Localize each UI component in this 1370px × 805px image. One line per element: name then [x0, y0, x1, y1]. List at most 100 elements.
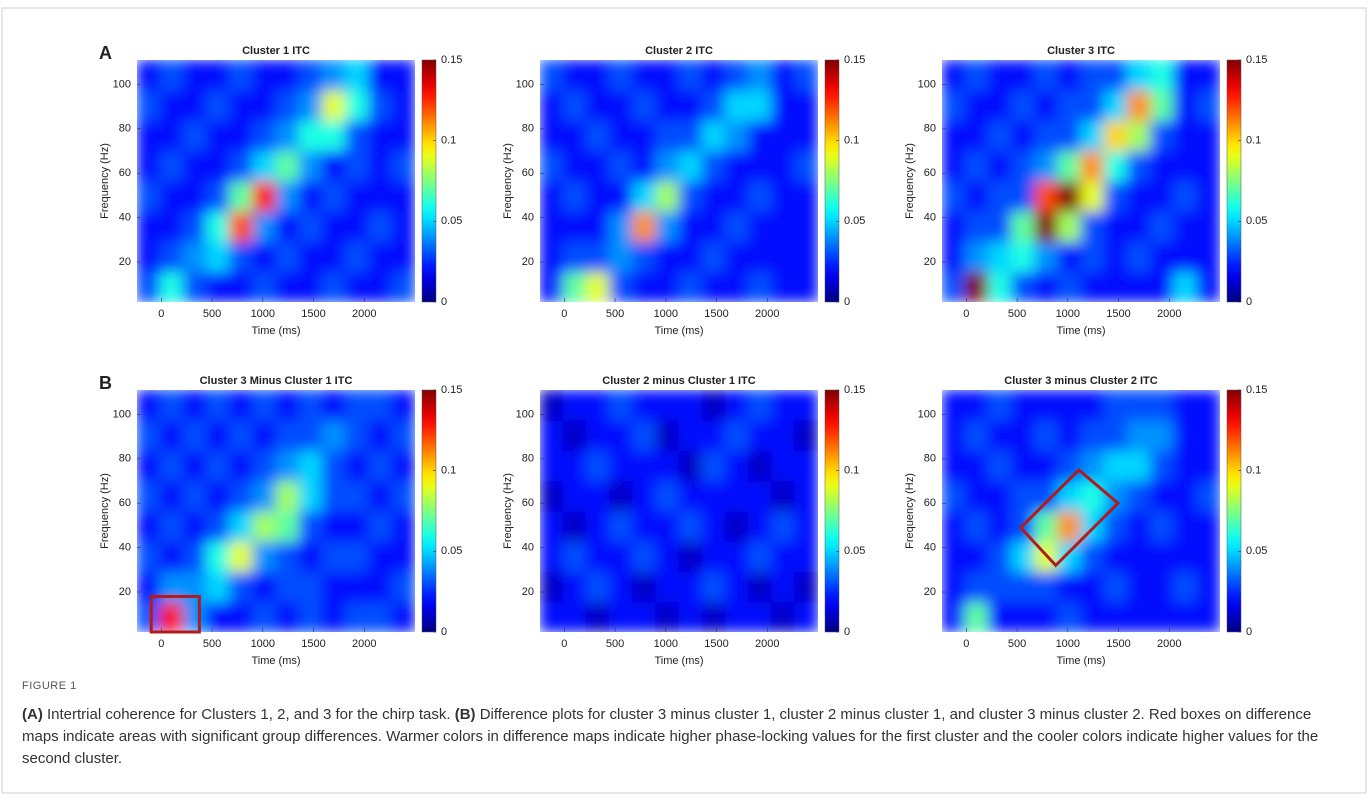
- heatmap-cell: [321, 60, 346, 91]
- heatmap-cell: [182, 150, 207, 182]
- heatmap-cell: [321, 120, 346, 152]
- heatmap-cell: [229, 89, 254, 121]
- heatmap-cell: [159, 89, 184, 121]
- heatmap-cell: [206, 571, 231, 603]
- heatmap-cell: [229, 601, 254, 632]
- heatmap-cell: [562, 241, 587, 273]
- heatmap-cell: [655, 60, 680, 91]
- plot-area: [137, 60, 415, 302]
- x-tick-label: 1500: [704, 308, 728, 320]
- y-tick-label: 100: [918, 78, 936, 90]
- heatmap-cell: [368, 180, 393, 212]
- colorbar-tick-label: 0.15: [844, 54, 865, 66]
- heatmap-cell: [964, 241, 989, 273]
- heatmap-cell: [771, 450, 796, 482]
- heatmap-cell: [182, 480, 207, 512]
- chart-title: Cluster 3 minus Cluster 2 ITC: [1004, 375, 1157, 387]
- heatmap-cell: [748, 241, 773, 273]
- heatmap-cell: [987, 540, 1012, 572]
- heatmap-cell: [1034, 150, 1059, 182]
- heatmap-cell: [964, 540, 989, 572]
- heatmap-cell: [252, 480, 277, 512]
- heatmap-cell: [1196, 540, 1220, 572]
- heatmap-cell: [252, 571, 277, 603]
- x-tick-label: 0: [158, 308, 164, 320]
- heatmap-cell: [632, 241, 657, 273]
- heatmap-cell: [298, 180, 323, 212]
- heatmap-cell: [391, 601, 415, 632]
- heatmap-cell: [1080, 419, 1105, 451]
- heatmap-cell: [964, 150, 989, 182]
- heatmap-cell: [229, 510, 254, 542]
- heatmap-cell: [298, 120, 323, 152]
- heatmap-cell: [368, 241, 393, 273]
- heatmap-cell: [794, 241, 818, 273]
- heatmap-cell: [1080, 450, 1105, 482]
- heatmap-cell: [632, 150, 657, 182]
- heatmap-cell: [159, 60, 184, 91]
- heatmap-cell: [1011, 120, 1036, 152]
- heatmap-cell: [655, 150, 680, 182]
- heatmap-cell: [794, 390, 818, 421]
- heatmap-cell: [252, 450, 277, 482]
- heatmap-cell: [1034, 120, 1059, 152]
- heatmap-cell: [562, 210, 587, 242]
- heatmap-cell: [771, 271, 796, 302]
- heatmap-cell: [391, 241, 415, 273]
- heatmap-cell: [298, 450, 323, 482]
- colorbar-tick-label: 0.1: [441, 465, 456, 477]
- heatmap-cell: [345, 150, 370, 182]
- heatmap-cell: [655, 210, 680, 242]
- heatmap-cell: [137, 89, 161, 121]
- y-tick-label: 80: [924, 453, 936, 465]
- heatmap-cell: [701, 210, 726, 242]
- heatmap-cell: [1126, 60, 1151, 91]
- y-axis-label: Frequency (Hz): [99, 143, 111, 219]
- x-tick-label: 0: [158, 638, 164, 650]
- x-tick-label: 500: [203, 638, 221, 650]
- heatmap-cell: [655, 120, 680, 152]
- heatmap-cell: [391, 60, 415, 91]
- heatmap-cell: [1126, 120, 1151, 152]
- heatmap-cell: [1080, 390, 1105, 421]
- heatmap-cell: [1057, 120, 1082, 152]
- heatmap-cell: [298, 60, 323, 91]
- heatmap-cell: [748, 450, 773, 482]
- heatmap-cell: [182, 419, 207, 451]
- x-tick-label: 2000: [755, 638, 779, 650]
- heatmap-cell: [987, 510, 1012, 542]
- heatmap-cell: [724, 180, 749, 212]
- heatmap-cell: [585, 271, 610, 302]
- heatmap-cell: [678, 510, 703, 542]
- heatmap-cell: [345, 210, 370, 242]
- heatmap-cell: [1034, 180, 1059, 212]
- heatmap-cell: [771, 390, 796, 421]
- x-tick-label: 2000: [1157, 308, 1181, 320]
- heatmap-cell: [1173, 390, 1198, 421]
- heatmap-cell: [321, 480, 346, 512]
- heatmap-cell: [678, 241, 703, 273]
- heatmap-cell: [942, 390, 966, 421]
- heatmap-cell: [182, 540, 207, 572]
- heatmap-cell: [609, 601, 634, 632]
- y-axis-label: Frequency (Hz): [904, 143, 916, 219]
- x-tick-label: 2000: [755, 308, 779, 320]
- heatmap-cell: [1057, 150, 1082, 182]
- heatmap-cell: [987, 180, 1012, 212]
- heatmap-cell: [632, 419, 657, 451]
- heatmap-cell: [1011, 271, 1036, 302]
- heatmap-cell: [771, 241, 796, 273]
- heatmap-cell: [771, 419, 796, 451]
- heatmap-cell: [252, 210, 277, 242]
- colorbar-tick-label: 0.05: [1246, 215, 1267, 227]
- heatmap-cell: [609, 210, 634, 242]
- heatmap-cell: [206, 390, 231, 421]
- heatmap-cell: [137, 150, 161, 182]
- heatmap-cell: [724, 210, 749, 242]
- heatmap-cell: [771, 571, 796, 603]
- heatmap-cell: [987, 571, 1012, 603]
- heatmap-cell: [137, 510, 161, 542]
- heatmap-cell: [987, 601, 1012, 632]
- heatmap-cell: [609, 390, 634, 421]
- heatmap-cell: [987, 419, 1012, 451]
